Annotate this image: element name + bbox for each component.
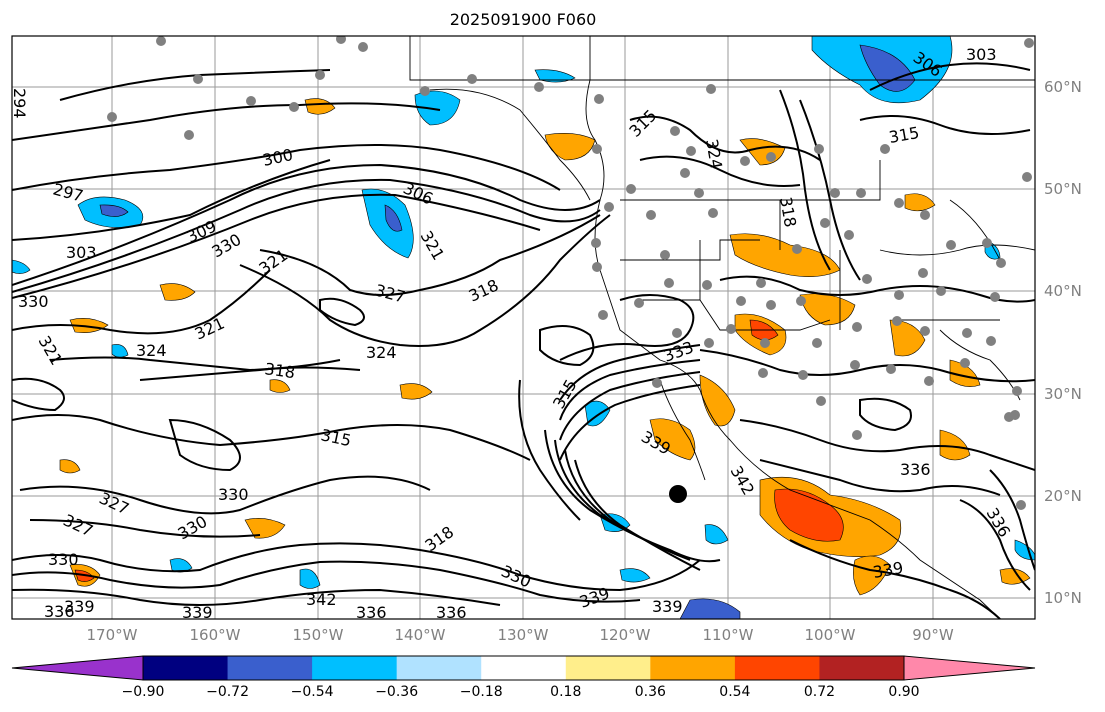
contour-label: 339 [64,597,95,616]
lon-label-150w: 150°W [292,626,344,644]
lat-label-60n: 60°N [1044,78,1082,96]
lat-label-20n: 20°N [1044,487,1082,505]
colorbar-tick-label: 0.72 [803,684,836,700]
colorbar-extend-high [904,656,1035,680]
map-title: 2025091900 F060 [449,10,597,29]
colorbar-tick-label: 0.18 [550,684,582,700]
colorbar-tick-label: −0.36 [375,684,419,700]
lon-label-120w: 120°W [599,626,651,644]
contour-label: 330 [18,292,49,311]
lon-label-130w: 130°W [497,626,549,644]
lon-label-100w: 100°W [804,626,856,644]
colorbar [11,655,1036,681]
contour-label: 324 [366,343,397,362]
colorbar-segment [143,656,229,680]
colorbar-tick-label: −0.72 [206,684,249,700]
lat-label-10n: 10°N [1044,589,1082,607]
lat-label-50n: 50°N [1044,180,1082,198]
colorbar-tick-label: 0.54 [719,684,751,700]
colorbar-segment [481,656,567,680]
coastlines [409,36,1035,619]
colorbar-segment [565,656,651,680]
contour-label: 336 [356,603,387,622]
contour-label: 339 [652,597,683,616]
colorbar-segment [312,656,398,680]
colorbar-segment [396,656,482,680]
contour-label: 324 [136,341,167,360]
lat-label-40n: 40°N [1044,282,1082,300]
colorbar-tick-label: −0.18 [459,684,503,700]
colorbar-segment [227,656,313,680]
lon-label-160w: 160°W [189,626,241,644]
contour-label: 318 [263,359,296,382]
contour-label: 342 [306,590,337,609]
weather-map: 294 297 300 303 306 309 315 318 321 324 … [10,35,1036,622]
colorbar-tick-label: −0.90 [121,684,165,700]
contour-label: 294 [10,88,29,119]
colorbar-tick-label: 0.90 [888,684,920,700]
isentropic-contours [12,62,1035,619]
colorbar-tick-label: 0.36 [634,684,666,700]
lon-label-140w: 140°W [394,626,446,644]
contour-label: 339 [182,603,213,622]
contour-label: 330 [218,485,249,504]
contour-label: 336 [900,460,931,479]
colorbar-tick-label: −0.54 [290,684,334,700]
contour-label: 336 [44,602,75,621]
colorbar-segment [819,656,905,680]
colorbar-segments [12,656,1035,680]
tropical-cyclone-marker [669,485,687,503]
lon-label-170w: 170°W [86,626,138,644]
contour-label: 336 [436,603,467,622]
station-dots [107,36,1034,510]
colorbar-extend-low [12,656,143,680]
lat-label-30n: 30°N [1044,385,1082,403]
lon-label-90w: 90°W [912,626,954,644]
colorbar-segment [650,656,736,680]
contour-label: 303 [66,243,97,262]
contour-label: 330 [48,550,79,569]
colorbar-segment [734,656,820,680]
lon-label-110w: 110°W [702,626,754,644]
contour-label: 303 [966,45,997,64]
